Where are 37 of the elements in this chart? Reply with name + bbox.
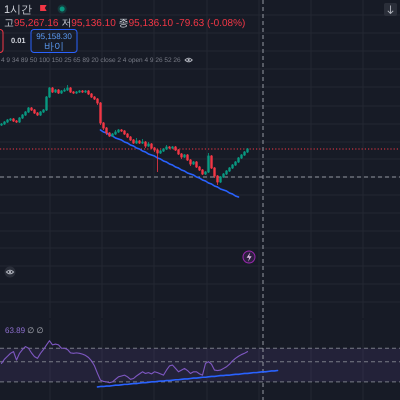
candlestick <box>15 120 18 124</box>
candlestick <box>183 154 186 158</box>
candlestick <box>81 90 84 94</box>
candlestick <box>159 150 162 154</box>
candlestick <box>120 128 123 132</box>
candlestick <box>9 118 12 122</box>
candlestick <box>84 90 87 94</box>
candlestick <box>162 148 165 152</box>
candlestick <box>111 132 114 138</box>
candlestick <box>114 130 117 136</box>
candlestick <box>171 146 174 150</box>
candlestick <box>75 90 78 94</box>
text: 바이 <box>44 42 64 52</box>
candlestick <box>180 152 183 160</box>
candlestick <box>6 118 9 124</box>
chart-subtitle: 고95,267.16 저95,136.10 종95,136.10 -79.63 (-0.08%) <box>4 18 246 29</box>
candlestick <box>117 128 120 134</box>
chart-title: 1시간 <box>4 4 32 16</box>
candlestick <box>36 112 39 116</box>
candlestick <box>60 90 63 94</box>
candlestick <box>147 142 150 148</box>
text: 95,158.30 <box>36 32 72 41</box>
candlestick <box>66 84 69 92</box>
candlestick <box>54 88 57 94</box>
candlestick <box>72 90 75 94</box>
candlestick <box>30 106 33 112</box>
candlestick <box>78 90 81 94</box>
candlestick <box>12 118 15 122</box>
candlestick <box>63 88 66 92</box>
candlestick <box>165 144 168 150</box>
candlestick <box>141 138 144 144</box>
candlestick <box>138 140 141 144</box>
candlestick <box>192 160 195 166</box>
candlestick <box>135 138 138 144</box>
candlestick <box>3 120 6 126</box>
candlestick <box>0 122 3 126</box>
text: 63.89 ∅ ∅ <box>5 326 44 335</box>
